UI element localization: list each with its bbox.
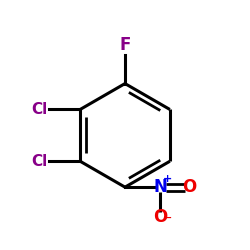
Text: −: −	[162, 213, 172, 223]
Text: Cl: Cl	[32, 154, 48, 169]
Text: O: O	[182, 178, 197, 196]
Text: O: O	[153, 208, 167, 226]
Text: N: N	[153, 178, 167, 196]
Text: +: +	[163, 174, 172, 184]
Text: Cl: Cl	[32, 102, 48, 117]
Text: F: F	[119, 36, 131, 54]
